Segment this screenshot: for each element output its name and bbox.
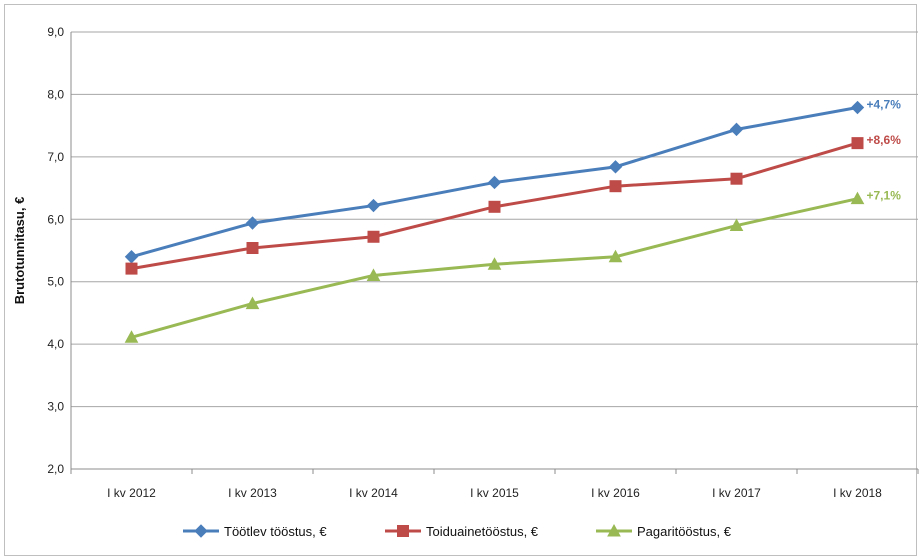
data-point <box>124 330 139 343</box>
data-point <box>246 242 259 255</box>
data-point <box>608 249 623 263</box>
y-tick-label: 6,0 <box>47 212 64 226</box>
data-point <box>850 100 865 115</box>
data-point <box>729 122 744 137</box>
data-point <box>487 257 502 270</box>
data-point <box>487 175 502 190</box>
data-point <box>609 180 622 193</box>
data-point <box>608 160 623 174</box>
x-tick-label: I kv 2014 <box>349 486 398 500</box>
y-tick-label: 9,0 <box>47 25 64 39</box>
legend-label: Pagaritööstus, € <box>637 524 732 539</box>
y-tick-label: 7,0 <box>47 150 64 164</box>
legend-label: Töötlev tööstus, € <box>224 524 327 539</box>
data-point <box>245 216 260 230</box>
x-tick-label: I kv 2012 <box>107 486 156 500</box>
x-tick-label: I kv 2015 <box>470 486 519 500</box>
data-point <box>125 262 138 275</box>
y-tick-label: 8,0 <box>47 87 64 101</box>
legend-marker <box>397 525 409 537</box>
data-point <box>488 200 501 213</box>
data-point <box>730 172 743 185</box>
y-axis-label: Brutotunnitasu, € <box>12 197 27 305</box>
data-point <box>729 218 744 232</box>
data-point <box>367 230 380 243</box>
y-tick-label: 3,0 <box>47 400 64 414</box>
legend-marker <box>194 524 208 538</box>
end-label: +4,7% <box>867 98 902 112</box>
y-tick-label: 5,0 <box>47 275 64 289</box>
end-label: +8,6% <box>867 133 902 147</box>
legend-label: Toiduainetööstus, € <box>426 524 539 539</box>
x-tick-label: I kv 2013 <box>228 486 277 500</box>
x-tick-label: I kv 2017 <box>712 486 761 500</box>
data-point <box>124 250 139 264</box>
x-tick-label: I kv 2018 <box>833 486 882 500</box>
data-point <box>850 191 865 205</box>
data-point <box>366 268 381 281</box>
x-tick-label: I kv 2016 <box>591 486 640 500</box>
end-label: +7,1% <box>867 189 902 203</box>
data-point <box>366 198 381 213</box>
chart-frame <box>4 4 917 556</box>
data-point <box>851 137 864 150</box>
y-tick-label: 4,0 <box>47 337 64 351</box>
data-point <box>245 296 260 310</box>
y-tick-label: 2,0 <box>47 462 64 476</box>
legend-marker <box>607 523 621 537</box>
